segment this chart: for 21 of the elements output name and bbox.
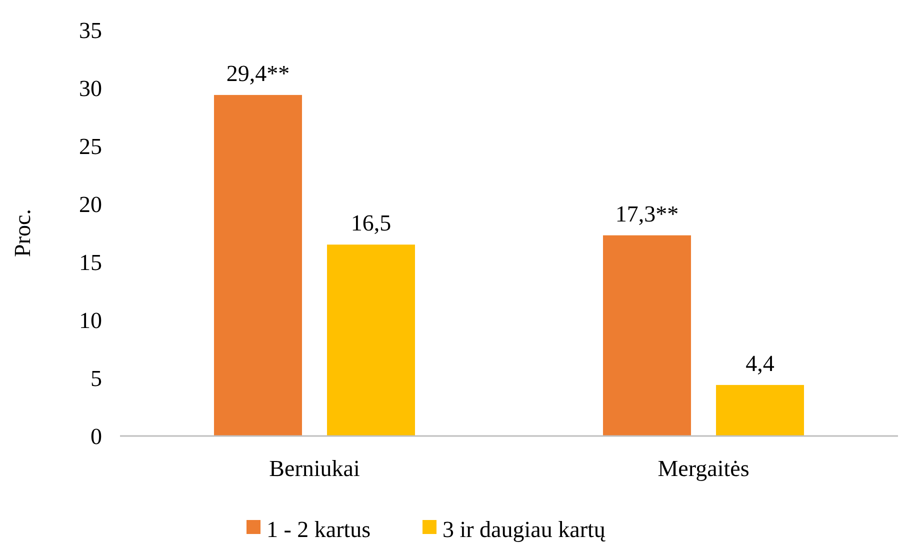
- y-tick-label: 5: [90, 366, 102, 392]
- bar: [716, 384, 804, 436]
- data-label: 4,4: [746, 350, 775, 376]
- legend-label: 1 - 2 kartus: [266, 517, 371, 542]
- data-label: 29,4**: [226, 60, 290, 86]
- x-tick-label: Berniukai: [269, 456, 360, 481]
- bar: [603, 235, 691, 436]
- y-axis-title: Proc.: [10, 209, 35, 257]
- data-label: 16,5: [350, 210, 392, 236]
- x-tick-label: Mergaitės: [658, 456, 750, 481]
- bar: [327, 244, 415, 436]
- y-tick-label: 25: [79, 134, 102, 160]
- data-label: 17,3**: [615, 201, 679, 226]
- y-tick-label: 20: [79, 192, 102, 218]
- legend-label: 3 ir daugiau kartų: [442, 517, 606, 542]
- y-tick-label: 15: [79, 250, 102, 276]
- bar: [214, 94, 302, 436]
- y-tick-label: 0: [90, 424, 102, 450]
- y-tick-label: 35: [79, 18, 102, 44]
- y-tick-label: 30: [79, 76, 102, 102]
- y-tick-label: 10: [79, 308, 102, 334]
